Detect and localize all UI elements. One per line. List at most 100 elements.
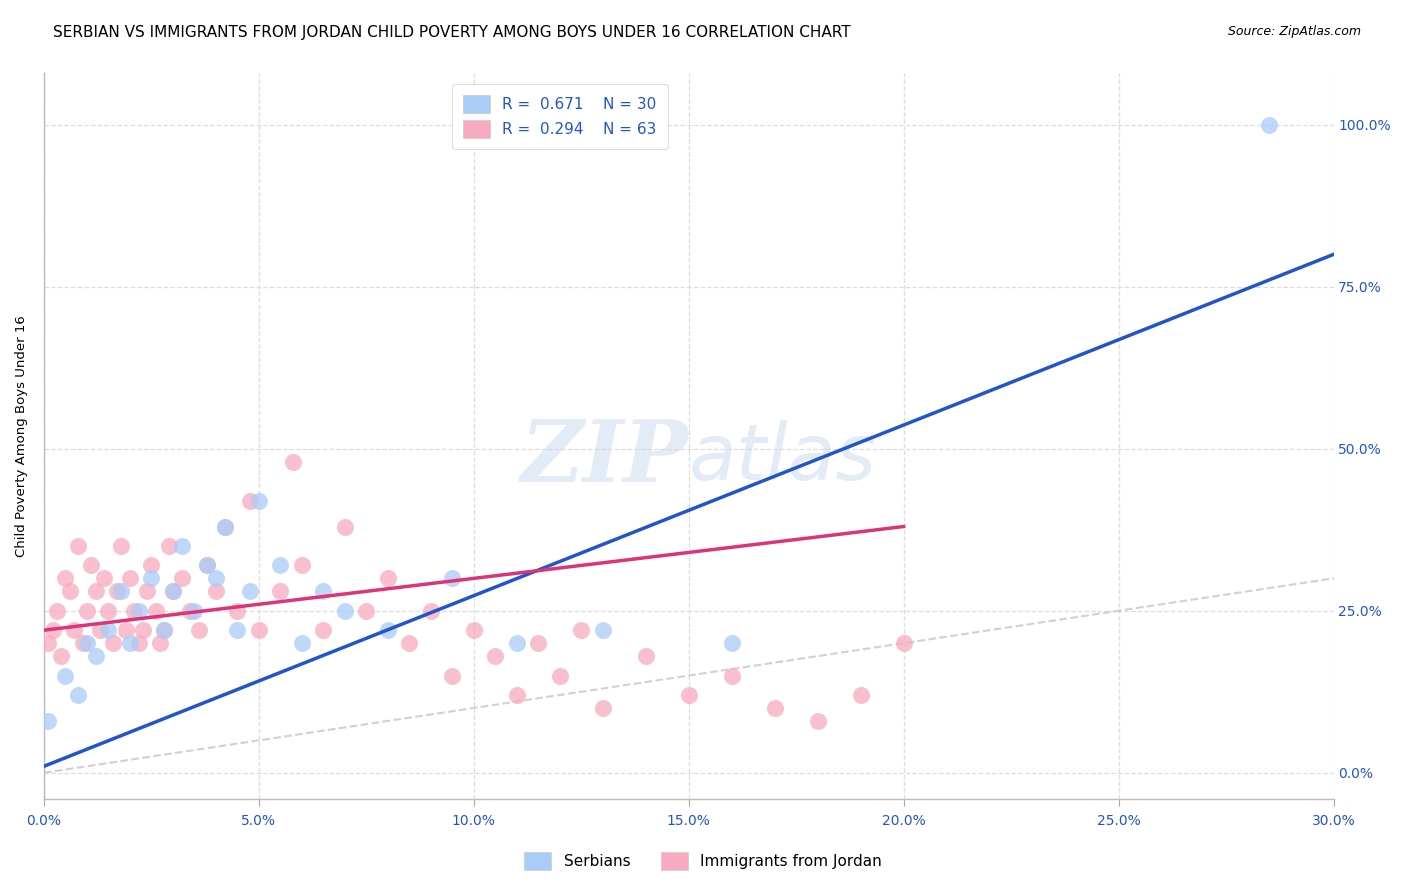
Point (51, 649, 73, 664)
Point (239, 584, 262, 599)
Text: Source: ZipAtlas.com: Source: ZipAtlas.com (1227, 25, 1361, 38)
Point (226, 624, 249, 638)
Point (484, 649, 506, 664)
Point (67, 539, 90, 553)
Point (893, 636, 915, 650)
Point (153, 624, 176, 638)
Text: atlas: atlas (689, 419, 876, 496)
Point (592, 701, 614, 715)
Point (157, 539, 180, 553)
Point (720, 668, 742, 682)
Point (226, 604, 249, 618)
Point (89, 624, 111, 638)
Point (41, 624, 63, 638)
Point (527, 636, 550, 650)
Point (162, 584, 184, 599)
Point (97, 624, 120, 638)
Point (93, 571, 115, 585)
Point (678, 688, 700, 702)
Point (291, 558, 314, 573)
Point (592, 624, 614, 638)
Point (807, 714, 830, 728)
Point (55, 668, 77, 682)
Point (37, 714, 59, 728)
Point (333, 604, 356, 618)
Text: ZIP: ZIP (520, 416, 689, 500)
Point (441, 571, 464, 585)
Point (141, 571, 163, 585)
Legend: R =  0.671    N = 30, R =  0.294    N = 63: R = 0.671 N = 30, R = 0.294 N = 63 (453, 84, 668, 149)
Point (153, 624, 176, 638)
Point (720, 636, 742, 650)
Text: SERBIAN VS IMMIGRANTS FROM JORDAN CHILD POVERTY AMONG BOYS UNDER 16 CORRELATION : SERBIAN VS IMMIGRANTS FROM JORDAN CHILD … (53, 25, 851, 40)
Point (269, 558, 291, 573)
Point (45, 604, 67, 618)
Point (356, 604, 378, 618)
Point (634, 649, 657, 664)
Point (548, 668, 571, 682)
Point (247, 624, 270, 638)
Point (763, 701, 786, 715)
Point (214, 519, 236, 533)
Point (187, 624, 209, 638)
Point (398, 636, 420, 650)
Point (333, 519, 356, 533)
Point (110, 539, 132, 553)
Point (76, 604, 98, 618)
Point (141, 558, 163, 573)
Point (377, 624, 399, 638)
Point (291, 636, 314, 650)
Point (247, 493, 270, 508)
Point (84, 649, 107, 664)
Point (84, 584, 107, 599)
Point (205, 571, 228, 585)
Point (37, 636, 59, 650)
Point (128, 604, 150, 618)
Point (283, 455, 305, 469)
Point (312, 624, 335, 638)
Point (110, 584, 132, 599)
Point (118, 636, 141, 650)
Point (569, 624, 592, 638)
Point (97, 604, 120, 618)
Point (269, 584, 291, 599)
Point (506, 688, 529, 702)
Point (132, 624, 155, 638)
Point (179, 604, 201, 618)
Point (162, 584, 184, 599)
Point (441, 668, 464, 682)
Point (67, 688, 90, 702)
Point (239, 493, 262, 508)
Point (55, 571, 77, 585)
Point (59, 584, 82, 599)
Point (377, 571, 399, 585)
Point (195, 558, 218, 573)
Point (183, 604, 205, 618)
Point (149, 636, 172, 650)
Point (114, 624, 136, 638)
Point (312, 584, 335, 599)
Point (170, 571, 193, 585)
Point (1258, 118, 1281, 132)
Y-axis label: Child Poverty Among Boys Under 16: Child Poverty Among Boys Under 16 (15, 315, 28, 557)
Point (136, 584, 159, 599)
Point (170, 539, 193, 553)
Point (205, 584, 228, 599)
Point (506, 636, 529, 650)
Point (195, 558, 218, 573)
Point (101, 636, 124, 650)
Point (849, 688, 872, 702)
Point (122, 604, 145, 618)
Legend: Serbians, Immigrants from Jordan: Serbians, Immigrants from Jordan (516, 845, 890, 877)
Point (118, 571, 141, 585)
Point (145, 604, 167, 618)
Point (63, 624, 86, 638)
Point (72, 636, 94, 650)
Point (80, 558, 103, 573)
Point (463, 624, 485, 638)
Point (76, 636, 98, 650)
Point (419, 604, 441, 618)
Point (214, 519, 236, 533)
Point (105, 584, 128, 599)
Point (128, 636, 150, 650)
